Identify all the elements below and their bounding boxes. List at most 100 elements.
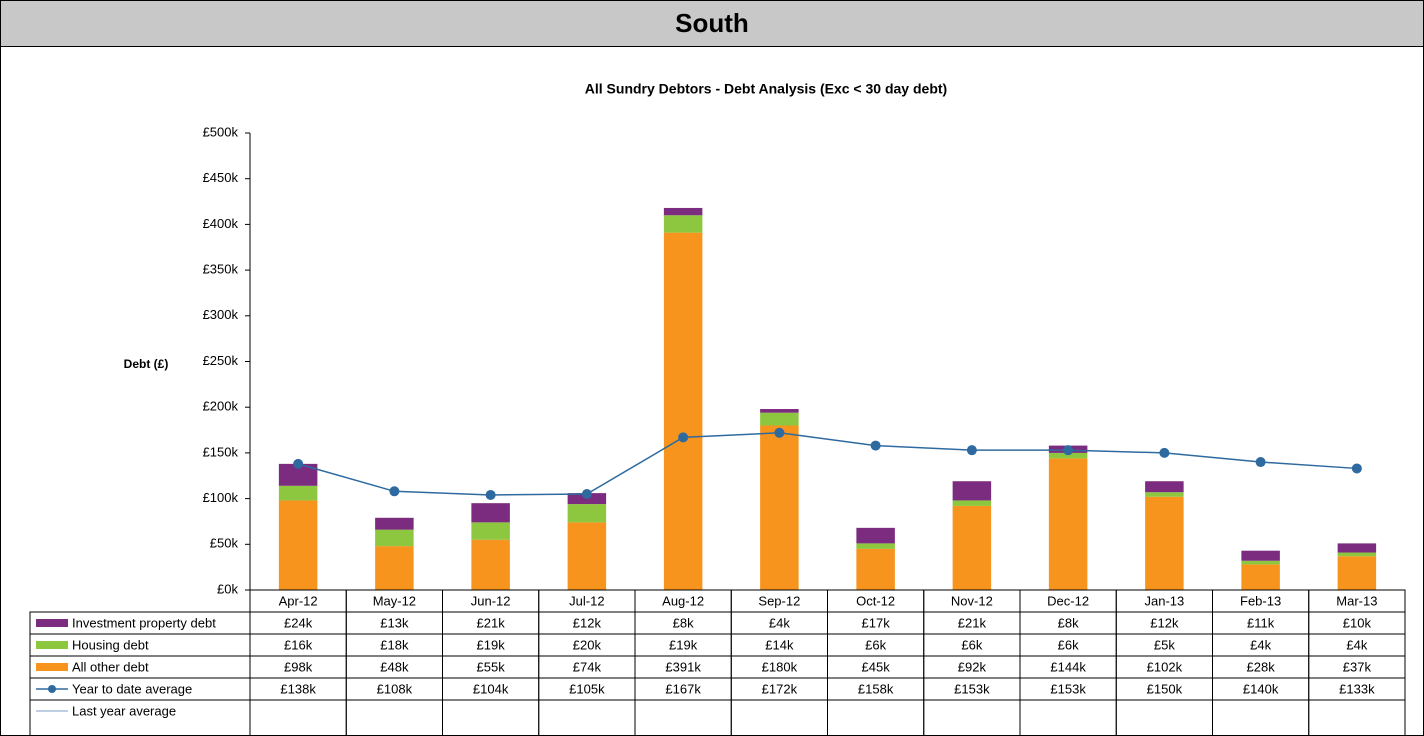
table-value: £153k [954,681,990,696]
table-value: £45k [862,659,891,674]
table-value: £158k [858,681,894,696]
table-value: £24k [284,615,313,630]
table-value: £138k [280,681,316,696]
bar-segment [856,527,895,544]
bar-segment [856,548,895,590]
line-marker [774,427,785,438]
legend-label: Last year average [72,703,176,718]
y-tick-label: £300k [203,307,239,322]
y-tick-label: £450k [203,170,239,185]
table-value: £20k [573,637,602,652]
bar-segment [471,503,510,523]
y-tick-label: £150k [203,444,239,459]
bar-segment [952,500,992,506]
bar-segment [856,543,895,549]
table-value: £37k [1343,659,1372,674]
header-title: South [675,8,749,38]
table-value: £16k [284,637,313,652]
table-value: £108k [377,681,413,696]
y-tick-label: £50k [210,536,239,551]
bar-segment [1337,552,1377,557]
line-marker [1351,463,1362,474]
bar-segment [567,504,607,523]
bar-segment [375,529,414,547]
bar-segment [952,481,992,501]
table-value: £6k [961,637,982,652]
x-tick-label: Oct-12 [856,593,895,608]
x-tick-label: Nov-12 [951,593,993,608]
legend-label: Investment property debt [72,615,216,630]
table-value: £8k [673,615,694,630]
table-value: £167k [665,681,701,696]
table-value: £98k [284,659,313,674]
x-tick-label: Jun-12 [471,593,511,608]
table-value: £180k [762,659,798,674]
chart-title: All Sundry Debtors - Debt Analysis (Exc … [585,81,947,97]
y-tick-label: £250k [203,353,239,368]
table-value: £10k [1343,615,1372,630]
table-value: £14k [765,637,794,652]
bar-segment [278,485,318,501]
table-value: £19k [669,637,698,652]
bar-segment [567,522,607,590]
bar-segment [760,409,799,413]
y-tick-label: £400k [203,216,239,231]
line-series [297,432,1357,496]
table-value: £74k [573,659,602,674]
bar-segment [663,232,703,590]
table-value: £153k [1050,681,1086,696]
table-value: £6k [865,637,886,652]
table-value: £4k [1250,637,1271,652]
bar-segment [760,425,799,590]
table-value: £144k [1050,659,1086,674]
bar-segment [375,546,414,590]
table-value: £4k [769,615,790,630]
x-tick-label: Jul-12 [569,593,604,608]
bar-segment [1145,492,1184,497]
table-value: £133k [1339,681,1375,696]
table-value: £105k [569,681,605,696]
x-tick-label: Dec-12 [1047,593,1089,608]
table-value: £4k [1346,637,1367,652]
line-marker [966,445,977,456]
table-value: £6k [1058,637,1079,652]
x-tick-label: Jan-13 [1145,593,1185,608]
table-value: £172k [762,681,798,696]
table-value: £92k [958,659,987,674]
table-value: £11k [1247,615,1275,630]
line-marker [485,489,496,500]
y-tick-label: £200k [203,399,239,414]
header-bar [0,0,1424,47]
bar-segment [1337,556,1377,590]
bar-segment [663,215,703,233]
legend-swatch [36,663,68,671]
legend-swatch [36,641,68,649]
table-value: £28k [1247,659,1276,674]
line-marker [678,432,689,443]
y-tick-label: £100k [203,490,239,505]
line-marker [293,458,304,469]
legend-label: Year to date average [72,681,192,696]
bar-segment [1048,458,1088,590]
x-tick-label: Apr-12 [279,593,318,608]
bar-segment [278,463,318,486]
legend-marker [48,685,56,693]
bar-segment [1145,496,1184,590]
bar-segment [1241,564,1280,590]
table-value: £8k [1058,615,1079,630]
table-value: £55k [477,659,506,674]
y-axis-label: Debt (£) [124,357,169,371]
y-tick-label: £500k [203,124,239,139]
bar-segment [1145,481,1184,493]
bar-segment [471,522,510,540]
bar-segment [471,539,510,590]
table-value: £19k [477,637,506,652]
line-marker [1063,445,1074,456]
table-value: £140k [1243,681,1279,696]
table-value: £391k [665,659,701,674]
legend-swatch [36,619,68,627]
line-marker [389,486,400,497]
table-value: £18k [380,637,409,652]
